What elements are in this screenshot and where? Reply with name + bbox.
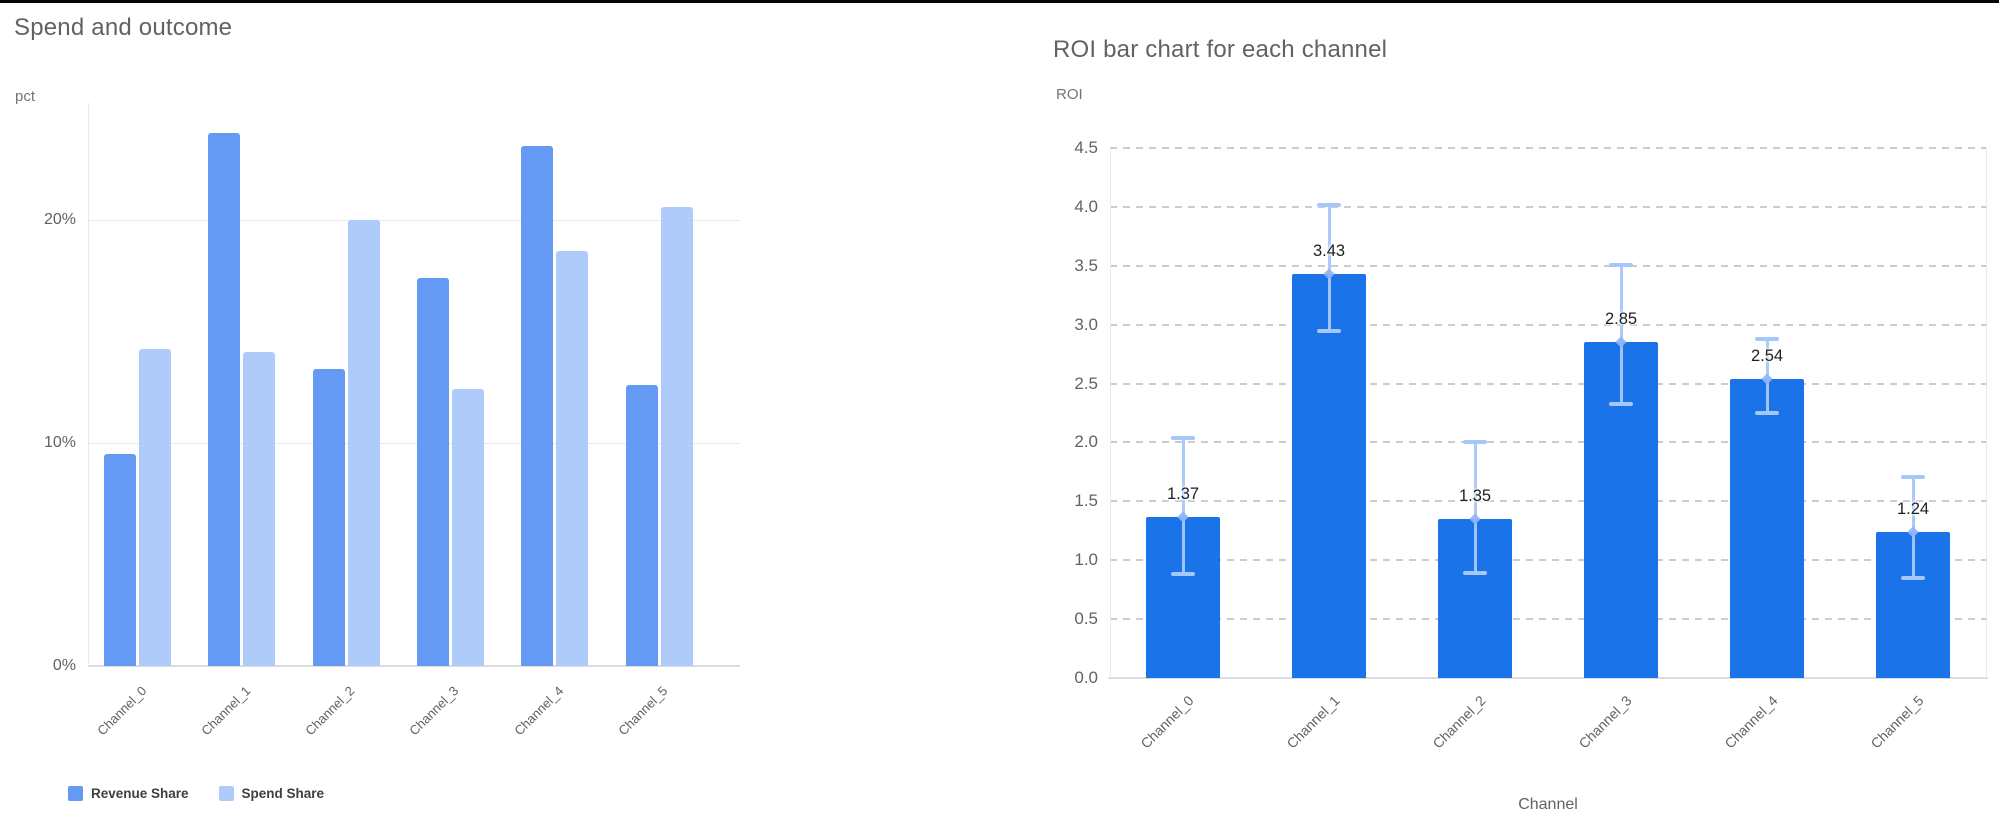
spend-outcome-legend: Revenue Share Spend Share [68,786,324,801]
y-gridline [1110,559,1986,562]
y-gridline [88,665,740,667]
error-bar-cap-top [1317,202,1341,207]
error-bar-cap-bottom [1901,575,1925,580]
spend-share-swatch-icon [218,786,234,801]
y-tick-label: 1.0 [1074,550,1098,570]
y-gridline [1110,441,1986,444]
bar-value-label: 3.43 [1312,242,1346,260]
error-bar-cap-bottom [1317,328,1341,333]
bar-spend-share[interactable] [243,351,276,666]
legend-item-revenue-share: Revenue Share [68,786,189,801]
spend-outcome-y-unit: pct [15,88,36,105]
y-tick-label: 4.5 [1074,137,1098,157]
y-gridline [88,220,740,221]
error-bar-cap-bottom [1171,572,1195,577]
y-gridline-baseline [1108,677,1988,679]
bar-spend-share[interactable] [347,220,380,666]
x-tick-label: Channel_2 [1429,692,1489,752]
y-axis-line [1110,148,1111,678]
x-tick-label: Channel_4 [1721,692,1781,752]
roi-bar[interactable] [1292,274,1366,678]
x-tick-label: Channel_5 [1867,692,1927,752]
y-axis-line [88,103,89,666]
error-bar-cap-top [1171,435,1195,440]
bar-value-label: 2.54 [1750,346,1784,365]
roi-bar[interactable] [1730,378,1804,678]
error-bar-cap-top [1609,262,1633,267]
bar-revenue-share[interactable] [521,146,554,666]
legend-item-spend-share: Spend Share [218,786,325,801]
x-tick-label: Channel_3 [1575,692,1635,752]
bar-revenue-share[interactable] [104,454,136,666]
bar-value-label: 1.24 [1896,499,1930,518]
spend-share-legend-label: Spend Share [241,786,325,801]
y-tick-label: 10% [43,434,76,451]
bottom-divider [0,0,1999,3]
x-tick-label: Channel_0 [1137,692,1197,752]
bar-value-label: 1.37 [1166,484,1200,503]
y-tick-label: 20% [43,211,76,228]
roi-y-axis-label: ROI [1056,86,1083,103]
bar-revenue-share[interactable] [312,369,345,666]
y-tick-label: 0.5 [1074,609,1098,629]
y-gridline [1110,264,1986,267]
revenue-share-swatch-icon [68,786,83,801]
x-tick-label: Channel_1 [1283,692,1343,752]
y-tick-label: 1.5 [1074,491,1098,511]
spend-outcome-title: Spend and outcome [14,14,233,41]
bar-spend-share[interactable] [451,389,484,666]
y-gridline [1110,618,1986,621]
y-tick-label: 0.0 [1074,668,1098,687]
y-tick-label: 4.0 [1074,196,1098,216]
y-gridline [88,443,740,444]
error-bar-line [1181,437,1185,575]
y-tick-label: 0% [52,657,76,674]
bar-revenue-share[interactable] [625,385,658,666]
bar-revenue-share[interactable] [416,277,449,666]
y-tick-label: 2.5 [1074,373,1098,393]
error-bar-cap-bottom [1609,401,1633,406]
y-gridline [1110,146,1986,149]
y-gridline [1110,500,1986,503]
error-bar-cap-top [1755,336,1779,341]
bar-revenue-share[interactable] [208,133,241,666]
bar-value-label: 2.85 [1604,310,1638,329]
error-bar-cap-bottom [1463,571,1487,576]
revenue-share-legend-label: Revenue Share [91,786,189,801]
roi-plot-area: 0.0 0.5 1.0 1.5 2.0 2.5 3.0 3.5 4.0 4.5 1.37 3.43 1.… [1074,137,1988,752]
bar-spend-share[interactable] [139,349,171,666]
roi-x-axis-title: Channel [1518,796,1578,813]
roi-chart-title: ROI bar chart for each channel [1053,36,1388,63]
bar-value-label: 1.35 [1458,486,1492,505]
y-gridline [1110,382,1986,385]
y-gridline [1110,205,1986,208]
error-bar-cap-top [1901,474,1925,479]
spend-outcome-plot-area: 0% 10% 20% Channel_0 Channel_1 Channel_2 Chann… [0,0,780,820]
error-bar-cap-bottom [1755,410,1779,415]
plot-right-border [1986,148,1987,678]
y-tick-label: 3.0 [1074,314,1098,334]
y-tick-label: 2.0 [1074,432,1098,452]
bar-spend-share[interactable] [556,251,589,666]
error-bar-line [1619,264,1623,404]
y-tick-label: 3.5 [1074,255,1098,275]
bar-spend-share[interactable] [660,206,693,666]
error-bar-line [1473,442,1477,574]
y-gridline [1110,323,1986,326]
error-bar-line [1327,204,1331,331]
error-bar-cap-top [1463,440,1487,445]
